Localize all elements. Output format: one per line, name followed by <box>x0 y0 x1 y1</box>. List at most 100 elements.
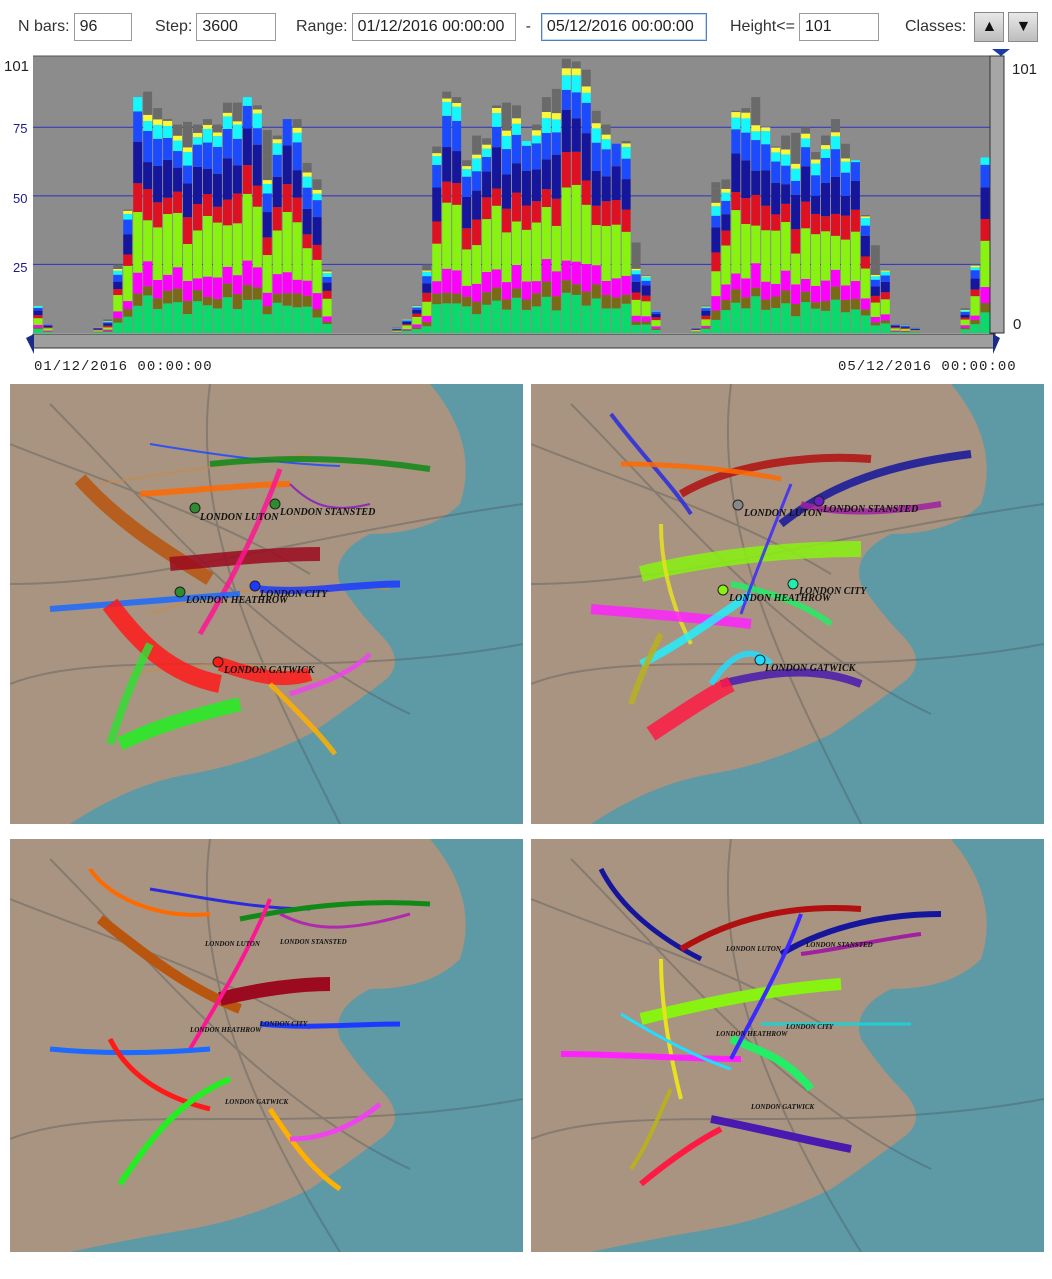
histogram-bar-segment[interactable] <box>791 169 800 181</box>
histogram-bar-segment[interactable] <box>123 266 132 301</box>
histogram-bar-segment[interactable] <box>911 332 920 333</box>
histogram-bar-segment[interactable] <box>981 165 990 188</box>
histogram-bar-segment[interactable] <box>323 291 332 299</box>
histogram-bar-segment[interactable] <box>871 245 880 266</box>
histogram-bar-segment[interactable] <box>442 203 451 269</box>
histogram-bar-segment[interactable] <box>861 315 870 333</box>
histogram-bar-segment[interactable] <box>741 198 750 224</box>
histogram-bar-segment[interactable] <box>791 133 800 147</box>
histogram-bar-segment[interactable] <box>851 160 860 162</box>
histogram-bar-segment[interactable] <box>482 219 491 272</box>
histogram-bar-segment[interactable] <box>562 59 571 68</box>
histogram-bar-segment[interactable] <box>602 135 611 140</box>
histogram-bar-segment[interactable] <box>313 217 322 245</box>
histogram-bar-segment[interactable] <box>522 230 531 282</box>
histogram-bar-segment[interactable] <box>293 133 302 143</box>
histogram-bar-segment[interactable] <box>422 272 431 276</box>
histogram-bar-segment[interactable] <box>173 168 182 192</box>
histogram-bar-segment[interactable] <box>402 325 411 329</box>
histogram-bar-segment[interactable] <box>263 237 272 255</box>
histogram-bar-segment[interactable] <box>711 271 720 296</box>
histogram-bar-segment[interactable] <box>323 283 332 291</box>
histogram-bar-segment[interactable] <box>901 327 910 328</box>
histogram-bar-segment[interactable] <box>34 325 43 328</box>
histogram-bar-segment[interactable] <box>971 296 980 315</box>
histogram-bar-segment[interactable] <box>253 113 262 128</box>
histogram-bar-segment[interactable] <box>761 230 770 281</box>
histogram-bar-segment[interactable] <box>432 147 441 154</box>
histogram-bar-segment[interactable] <box>801 134 810 139</box>
histogram-bar-segment[interactable] <box>233 294 242 309</box>
histogram-bar-segment[interactable] <box>961 320 970 326</box>
histogram-bar-segment[interactable] <box>303 177 312 188</box>
histogram-bar-segment[interactable] <box>283 212 292 272</box>
histogram-bar-segment[interactable] <box>592 128 601 142</box>
histogram-bar-segment[interactable] <box>452 303 461 333</box>
histogram-bar-segment[interactable] <box>123 309 132 317</box>
histogram-bar-segment[interactable] <box>971 289 980 296</box>
histogram-bar-segment[interactable] <box>412 327 421 329</box>
histogram-bar-segment[interactable] <box>602 201 611 226</box>
histogram-bar-segment[interactable] <box>422 326 431 333</box>
histogram-bar-segment[interactable] <box>871 296 880 303</box>
histogram-bar-segment[interactable] <box>761 310 770 333</box>
histogram-bar-segment[interactable] <box>193 133 202 137</box>
histogram-bar-segment[interactable] <box>163 160 172 198</box>
histogram-bar-segment[interactable] <box>592 284 601 298</box>
histogram-bar-segment[interactable] <box>203 129 212 143</box>
histogram-bar-segment[interactable] <box>632 270 641 274</box>
histogram-bar-segment[interactable] <box>791 147 800 164</box>
histogram-bar-segment[interactable] <box>981 241 990 287</box>
histogram-bar-segment[interactable] <box>841 158 850 161</box>
histogram-bar-segment[interactable] <box>801 147 810 166</box>
histogram-bar-segment[interactable] <box>273 139 282 143</box>
histogram-bar-segment[interactable] <box>442 147 451 182</box>
histogram-bar-segment[interactable] <box>34 308 43 311</box>
histogram-bar-segment[interactable] <box>412 314 421 317</box>
histogram-bar-segment[interactable] <box>203 277 212 297</box>
histogram-bar-segment[interactable] <box>173 151 182 168</box>
histogram-bar-segment[interactable] <box>43 327 52 328</box>
histogram-bar-segment[interactable] <box>771 162 780 183</box>
histogram-bar-segment[interactable] <box>961 328 970 330</box>
histogram-bar-segment[interactable] <box>193 137 202 144</box>
histogram-bar-segment[interactable] <box>492 147 501 188</box>
histogram-bar-segment[interactable] <box>472 158 481 171</box>
histogram-bar-segment[interactable] <box>512 118 521 124</box>
histogram-bar-segment[interactable] <box>143 220 152 261</box>
histogram-bar-segment[interactable] <box>512 193 521 222</box>
histogram-bar-segment[interactable] <box>821 145 830 149</box>
histogram-bar-segment[interactable] <box>961 310 970 311</box>
histogram-bar-segment[interactable] <box>193 278 202 290</box>
histogram-bar-segment[interactable] <box>472 220 481 246</box>
histogram-bar-segment[interactable] <box>133 306 142 333</box>
histogram-bar-segment[interactable] <box>851 299 860 310</box>
histogram-bar-segment[interactable] <box>582 93 591 103</box>
histogram-bar-segment[interactable] <box>143 115 152 121</box>
histogram-bar-segment[interactable] <box>442 99 451 102</box>
histogram-bar-segment[interactable] <box>412 306 421 307</box>
histogram-bar-segment[interactable] <box>701 319 710 326</box>
histogram-bar-segment[interactable] <box>113 323 122 333</box>
histogram-bar-segment[interactable] <box>572 68 581 75</box>
histogram-bar-segment[interactable] <box>482 145 491 149</box>
histogram-bar-segment[interactable] <box>901 326 910 327</box>
histogram-bar-segment[interactable] <box>273 136 282 140</box>
histogram-bar-segment[interactable] <box>43 332 52 333</box>
histogram-bar-segment[interactable] <box>961 318 970 320</box>
histogram-bar-segment[interactable] <box>891 331 900 332</box>
histogram-bar-segment[interactable] <box>761 282 770 300</box>
histogram-bar-segment[interactable] <box>731 112 740 118</box>
histogram-bar-segment[interactable] <box>572 92 581 118</box>
histogram-bar-segment[interactable] <box>303 248 312 280</box>
histogram-bar-segment[interactable] <box>612 297 621 308</box>
histogram-bar-segment[interactable] <box>642 316 651 321</box>
histogram-bar-segment[interactable] <box>193 167 202 204</box>
histogram-bar-segment[interactable] <box>572 185 581 262</box>
histogram-bar-segment[interactable] <box>741 297 750 308</box>
histogram-bar-segment[interactable] <box>303 234 312 248</box>
histogram-bar-segment[interactable] <box>721 201 730 214</box>
histogram-bar-segment[interactable] <box>392 329 401 330</box>
histogram-bar-segment[interactable] <box>801 138 810 147</box>
histogram-bar-segment[interactable] <box>173 267 182 288</box>
